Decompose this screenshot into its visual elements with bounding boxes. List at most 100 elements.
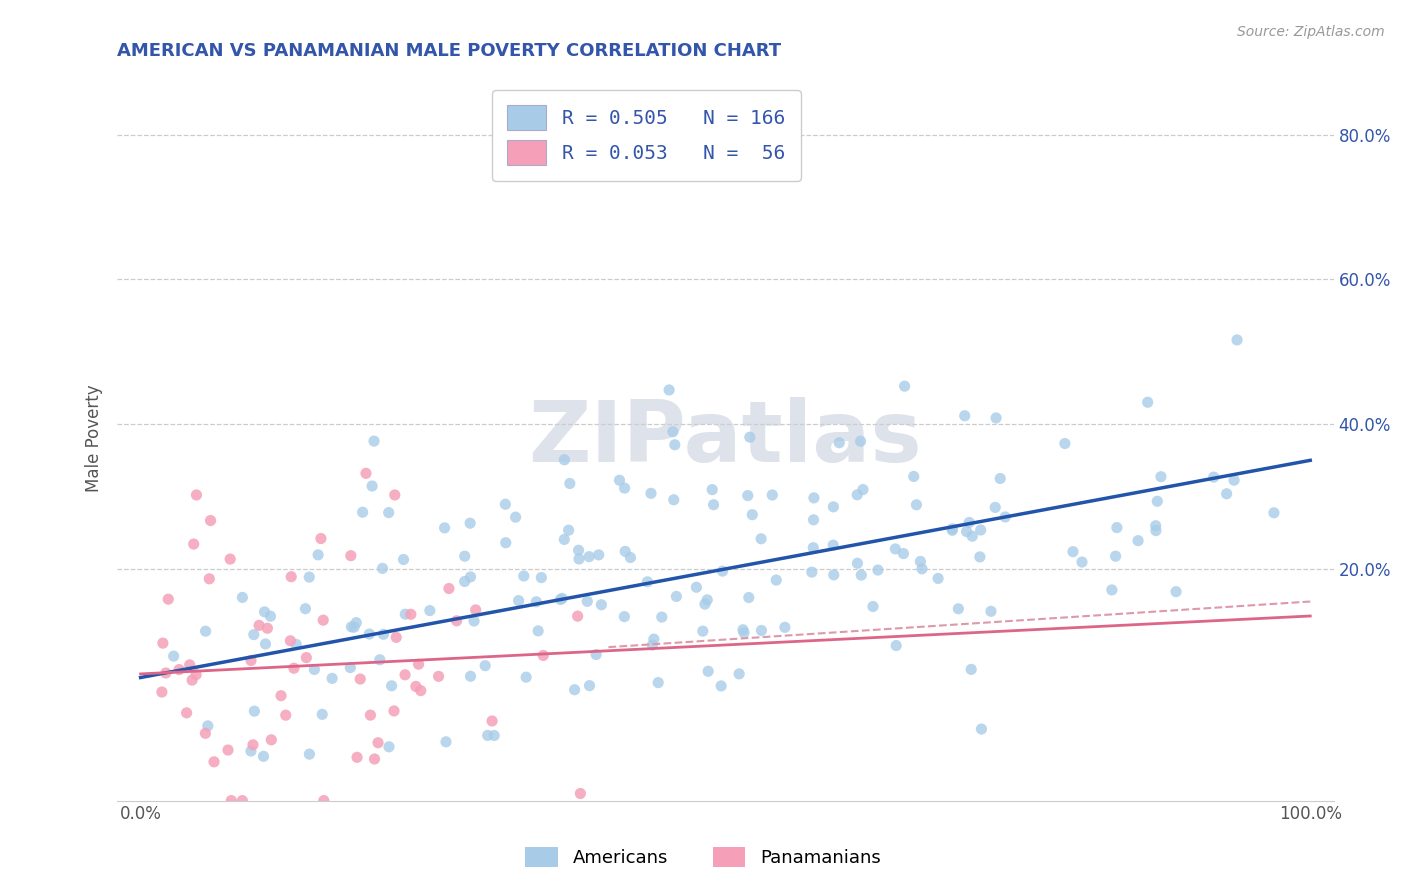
Point (361, 479, 384, 493)
Point (641, 638, 664, 652)
Point (453, 574, 475, 589)
Point (773, 620, 796, 634)
Point (259, 609, 281, 624)
Point (1136, 395, 1159, 409)
Legend: Americans, Panamanians: Americans, Panamanians (519, 839, 887, 874)
Point (609, 473, 631, 487)
Point (578, 549, 600, 564)
Point (298, 747, 321, 761)
Point (558, 476, 581, 491)
Point (803, 491, 825, 505)
Point (970, 722, 993, 736)
Point (382, 704, 405, 718)
Point (591, 598, 613, 612)
Point (394, 607, 416, 622)
Point (162, 649, 184, 664)
Point (905, 498, 928, 512)
Point (1226, 333, 1249, 347)
Point (948, 601, 970, 615)
Point (911, 562, 934, 576)
Point (270, 689, 292, 703)
Point (696, 592, 718, 607)
Point (823, 568, 845, 582)
Point (231, 794, 253, 808)
Point (884, 639, 907, 653)
Point (1223, 473, 1246, 487)
Point (433, 521, 456, 535)
Point (1144, 524, 1167, 538)
Point (550, 592, 572, 607)
Point (1062, 544, 1084, 558)
Point (198, 572, 221, 586)
Legend: R = 0.505   N = 166, R = 0.053   N =  56: R = 0.505 N = 166, R = 0.053 N = 56 (492, 90, 800, 181)
Point (494, 497, 516, 511)
Point (240, 653, 263, 667)
Point (359, 708, 381, 723)
Point (751, 624, 773, 638)
Point (614, 544, 637, 558)
Point (636, 574, 658, 589)
Point (737, 489, 759, 503)
Point (658, 383, 681, 397)
Y-axis label: Male Poverty: Male Poverty (86, 384, 103, 492)
Point (243, 627, 266, 641)
Point (738, 430, 761, 444)
Point (953, 409, 976, 423)
Point (340, 549, 363, 563)
Point (283, 661, 305, 675)
Point (903, 469, 925, 483)
Point (733, 625, 755, 640)
Point (703, 498, 725, 512)
Point (969, 549, 991, 564)
Point (446, 614, 468, 628)
Point (340, 620, 363, 634)
Point (346, 750, 368, 764)
Point (312, 794, 335, 808)
Point (702, 483, 724, 497)
Point (761, 488, 783, 502)
Point (553, 452, 575, 467)
Point (803, 513, 825, 527)
Point (242, 738, 264, 752)
Point (585, 648, 607, 662)
Point (955, 524, 977, 539)
Point (1071, 555, 1094, 569)
Point (884, 541, 907, 556)
Point (194, 726, 217, 740)
Point (910, 554, 932, 568)
Point (801, 541, 824, 555)
Point (385, 631, 408, 645)
Point (741, 508, 763, 522)
Point (243, 704, 266, 718)
Point (280, 633, 302, 648)
Point (849, 434, 872, 449)
Point (567, 609, 589, 624)
Point (564, 682, 586, 697)
Point (363, 752, 385, 766)
Point (394, 667, 416, 681)
Point (988, 471, 1011, 485)
Point (957, 516, 980, 530)
Point (710, 679, 733, 693)
Point (184, 667, 207, 681)
Point (254, 637, 277, 651)
Point (202, 755, 225, 769)
Point (253, 605, 276, 619)
Point (399, 607, 422, 622)
Point (285, 637, 308, 651)
Point (378, 739, 401, 754)
Point (505, 510, 527, 524)
Point (852, 483, 875, 497)
Point (1146, 494, 1168, 508)
Point (454, 549, 477, 564)
Point (298, 570, 321, 584)
Point (513, 569, 536, 583)
Point (613, 609, 636, 624)
Point (377, 506, 399, 520)
Point (685, 580, 707, 594)
Point (381, 679, 404, 693)
Point (1150, 469, 1173, 483)
Point (643, 632, 665, 646)
Point (344, 615, 367, 630)
Point (664, 438, 686, 452)
